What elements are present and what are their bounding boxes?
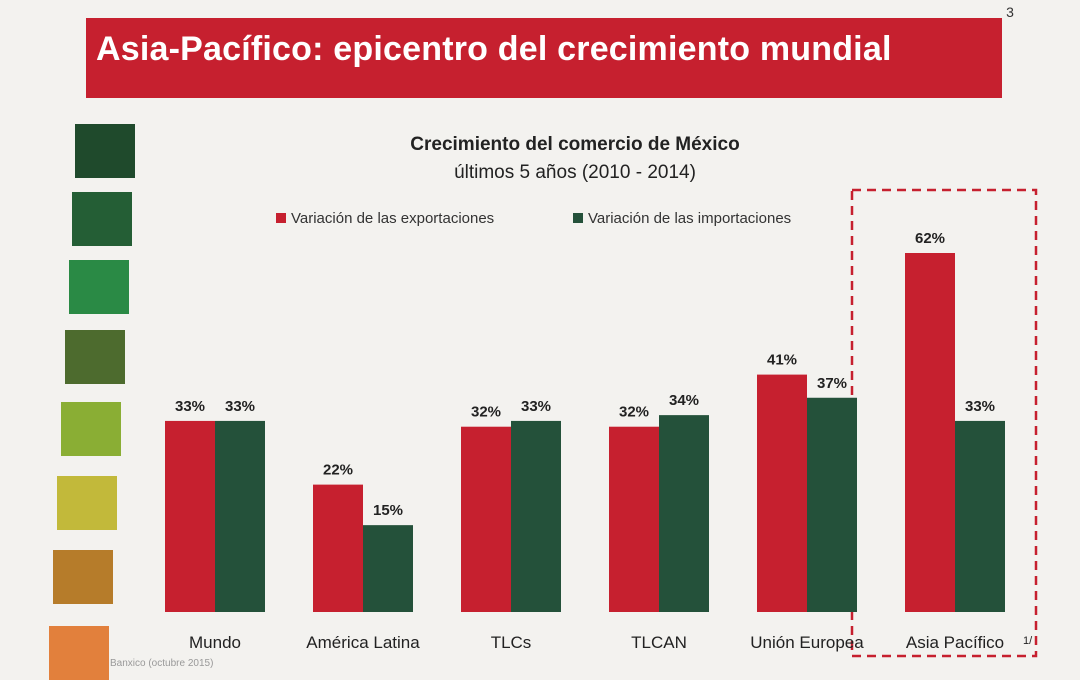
bar-imports: [955, 420, 1005, 612]
palette-swatch: [61, 402, 121, 456]
bars-group: 33% 33% Mundo 22% 15% América Latina 32% 33% TLC…: [165, 230, 1033, 652]
data-label: 62%: [915, 230, 945, 247]
legend-swatch-exports: [276, 213, 286, 223]
chart-subtitle: últimos 5 años (2010 - 2014): [454, 162, 696, 183]
bar-exports: [461, 426, 511, 612]
category-footnote-mark: 1/: [1023, 635, 1033, 647]
bar-exports: [609, 426, 659, 612]
palette-swatch: [69, 260, 129, 314]
data-label: 41%: [767, 352, 797, 369]
category-label: TLCAN: [631, 633, 687, 652]
data-label: 33%: [521, 398, 551, 415]
data-label: 33%: [225, 398, 255, 415]
legend-label-exports: Variación de las exportaciones: [291, 210, 494, 227]
bar-exports: [313, 484, 363, 612]
bar-imports: [659, 415, 709, 612]
palette-swatch: [72, 192, 132, 246]
bar-imports: [511, 420, 561, 612]
source-footnote: Banxico (octubre 2015): [110, 658, 214, 669]
data-label: 32%: [471, 404, 501, 421]
bar-imports: [363, 525, 413, 612]
category-label: Mundo: [189, 633, 241, 652]
bar-exports: [757, 374, 807, 612]
data-label: 37%: [817, 375, 847, 392]
chart-title: Crecimiento del comercio de México: [410, 134, 739, 155]
legend-label-imports: Variación de las importaciones: [588, 210, 791, 227]
data-label: 33%: [175, 398, 205, 415]
palette-swatch: [65, 330, 125, 384]
category-label: Unión Europea: [750, 633, 864, 652]
category-label: TLCs: [491, 633, 532, 652]
bar-exports: [165, 420, 215, 612]
palette-swatch: [53, 550, 113, 604]
data-label: 15%: [373, 502, 403, 519]
color-palette-strip: [48, 124, 148, 680]
title-banner: Asia-Pacífico: epicentro del crecimiento…: [86, 18, 1002, 98]
data-label: 34%: [669, 392, 699, 409]
bar-imports: [807, 397, 857, 612]
palette-swatch: [49, 626, 109, 680]
palette-swatch: [57, 476, 117, 530]
legend-swatch-imports: [573, 213, 583, 223]
palette-swatch: [75, 124, 135, 178]
bar-exports: [905, 253, 955, 612]
data-label: 22%: [323, 462, 353, 479]
bar-imports: [215, 420, 265, 612]
banner-title: Asia-Pacífico: epicentro del crecimiento…: [96, 30, 892, 68]
data-label: 33%: [965, 398, 995, 415]
category-label: Asia Pacífico: [906, 633, 1004, 652]
data-label: 32%: [619, 404, 649, 421]
page-number: 3: [1006, 4, 1014, 20]
category-label: América Latina: [306, 633, 420, 652]
